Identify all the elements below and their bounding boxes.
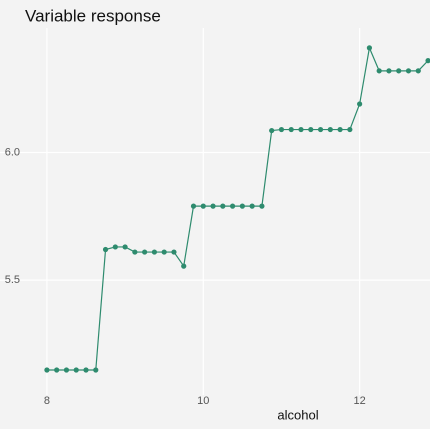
y-tick-label: 5.5 [5, 274, 20, 286]
data-point [239, 203, 245, 209]
x-axis-label: alcohol [277, 407, 318, 422]
x-tick-label: 12 [354, 395, 366, 407]
data-point [181, 263, 187, 269]
data-point [405, 68, 412, 74]
data-point [132, 249, 138, 255]
data-point [337, 126, 343, 133]
data-point [190, 203, 197, 209]
data-point [327, 126, 333, 133]
data-point [73, 367, 79, 373]
data-point [63, 367, 70, 373]
plot-area [44, 45, 430, 373]
data-point [151, 249, 158, 255]
data-point [112, 244, 118, 250]
data-point [210, 203, 216, 209]
tick-labels: 5.5 6.0 8 10 12 [5, 146, 366, 406]
data-point [376, 68, 382, 74]
data-point [161, 249, 167, 255]
data-point [278, 126, 285, 133]
data-point [102, 246, 109, 253]
x-tick-label: 10 [197, 395, 209, 407]
data-point [308, 126, 314, 133]
series-line [46, 45, 429, 371]
data-point [288, 126, 294, 133]
data-point [396, 68, 402, 74]
data-point [83, 367, 89, 373]
data-point [44, 367, 50, 373]
grid [0, 28, 430, 395]
data-point [229, 203, 236, 209]
data-point [269, 127, 275, 134]
data-point [425, 58, 430, 64]
data-point [357, 101, 363, 107]
data-point [54, 367, 60, 373]
data-point [415, 68, 421, 74]
data-point [259, 203, 265, 209]
data-point [249, 203, 255, 209]
data-point [298, 126, 304, 133]
data-point [317, 126, 324, 133]
x-tick-label: 8 [44, 395, 50, 407]
data-point [93, 367, 99, 373]
data-point [142, 249, 148, 255]
data-point [171, 249, 177, 255]
data-point [347, 126, 353, 133]
data-point [386, 68, 392, 74]
data-point [200, 203, 206, 209]
data-point [220, 203, 226, 209]
data-point [366, 45, 373, 51]
y-tick-label: 6.0 [5, 146, 20, 158]
data-point [122, 244, 128, 250]
chart-title: Variable response [25, 6, 161, 25]
